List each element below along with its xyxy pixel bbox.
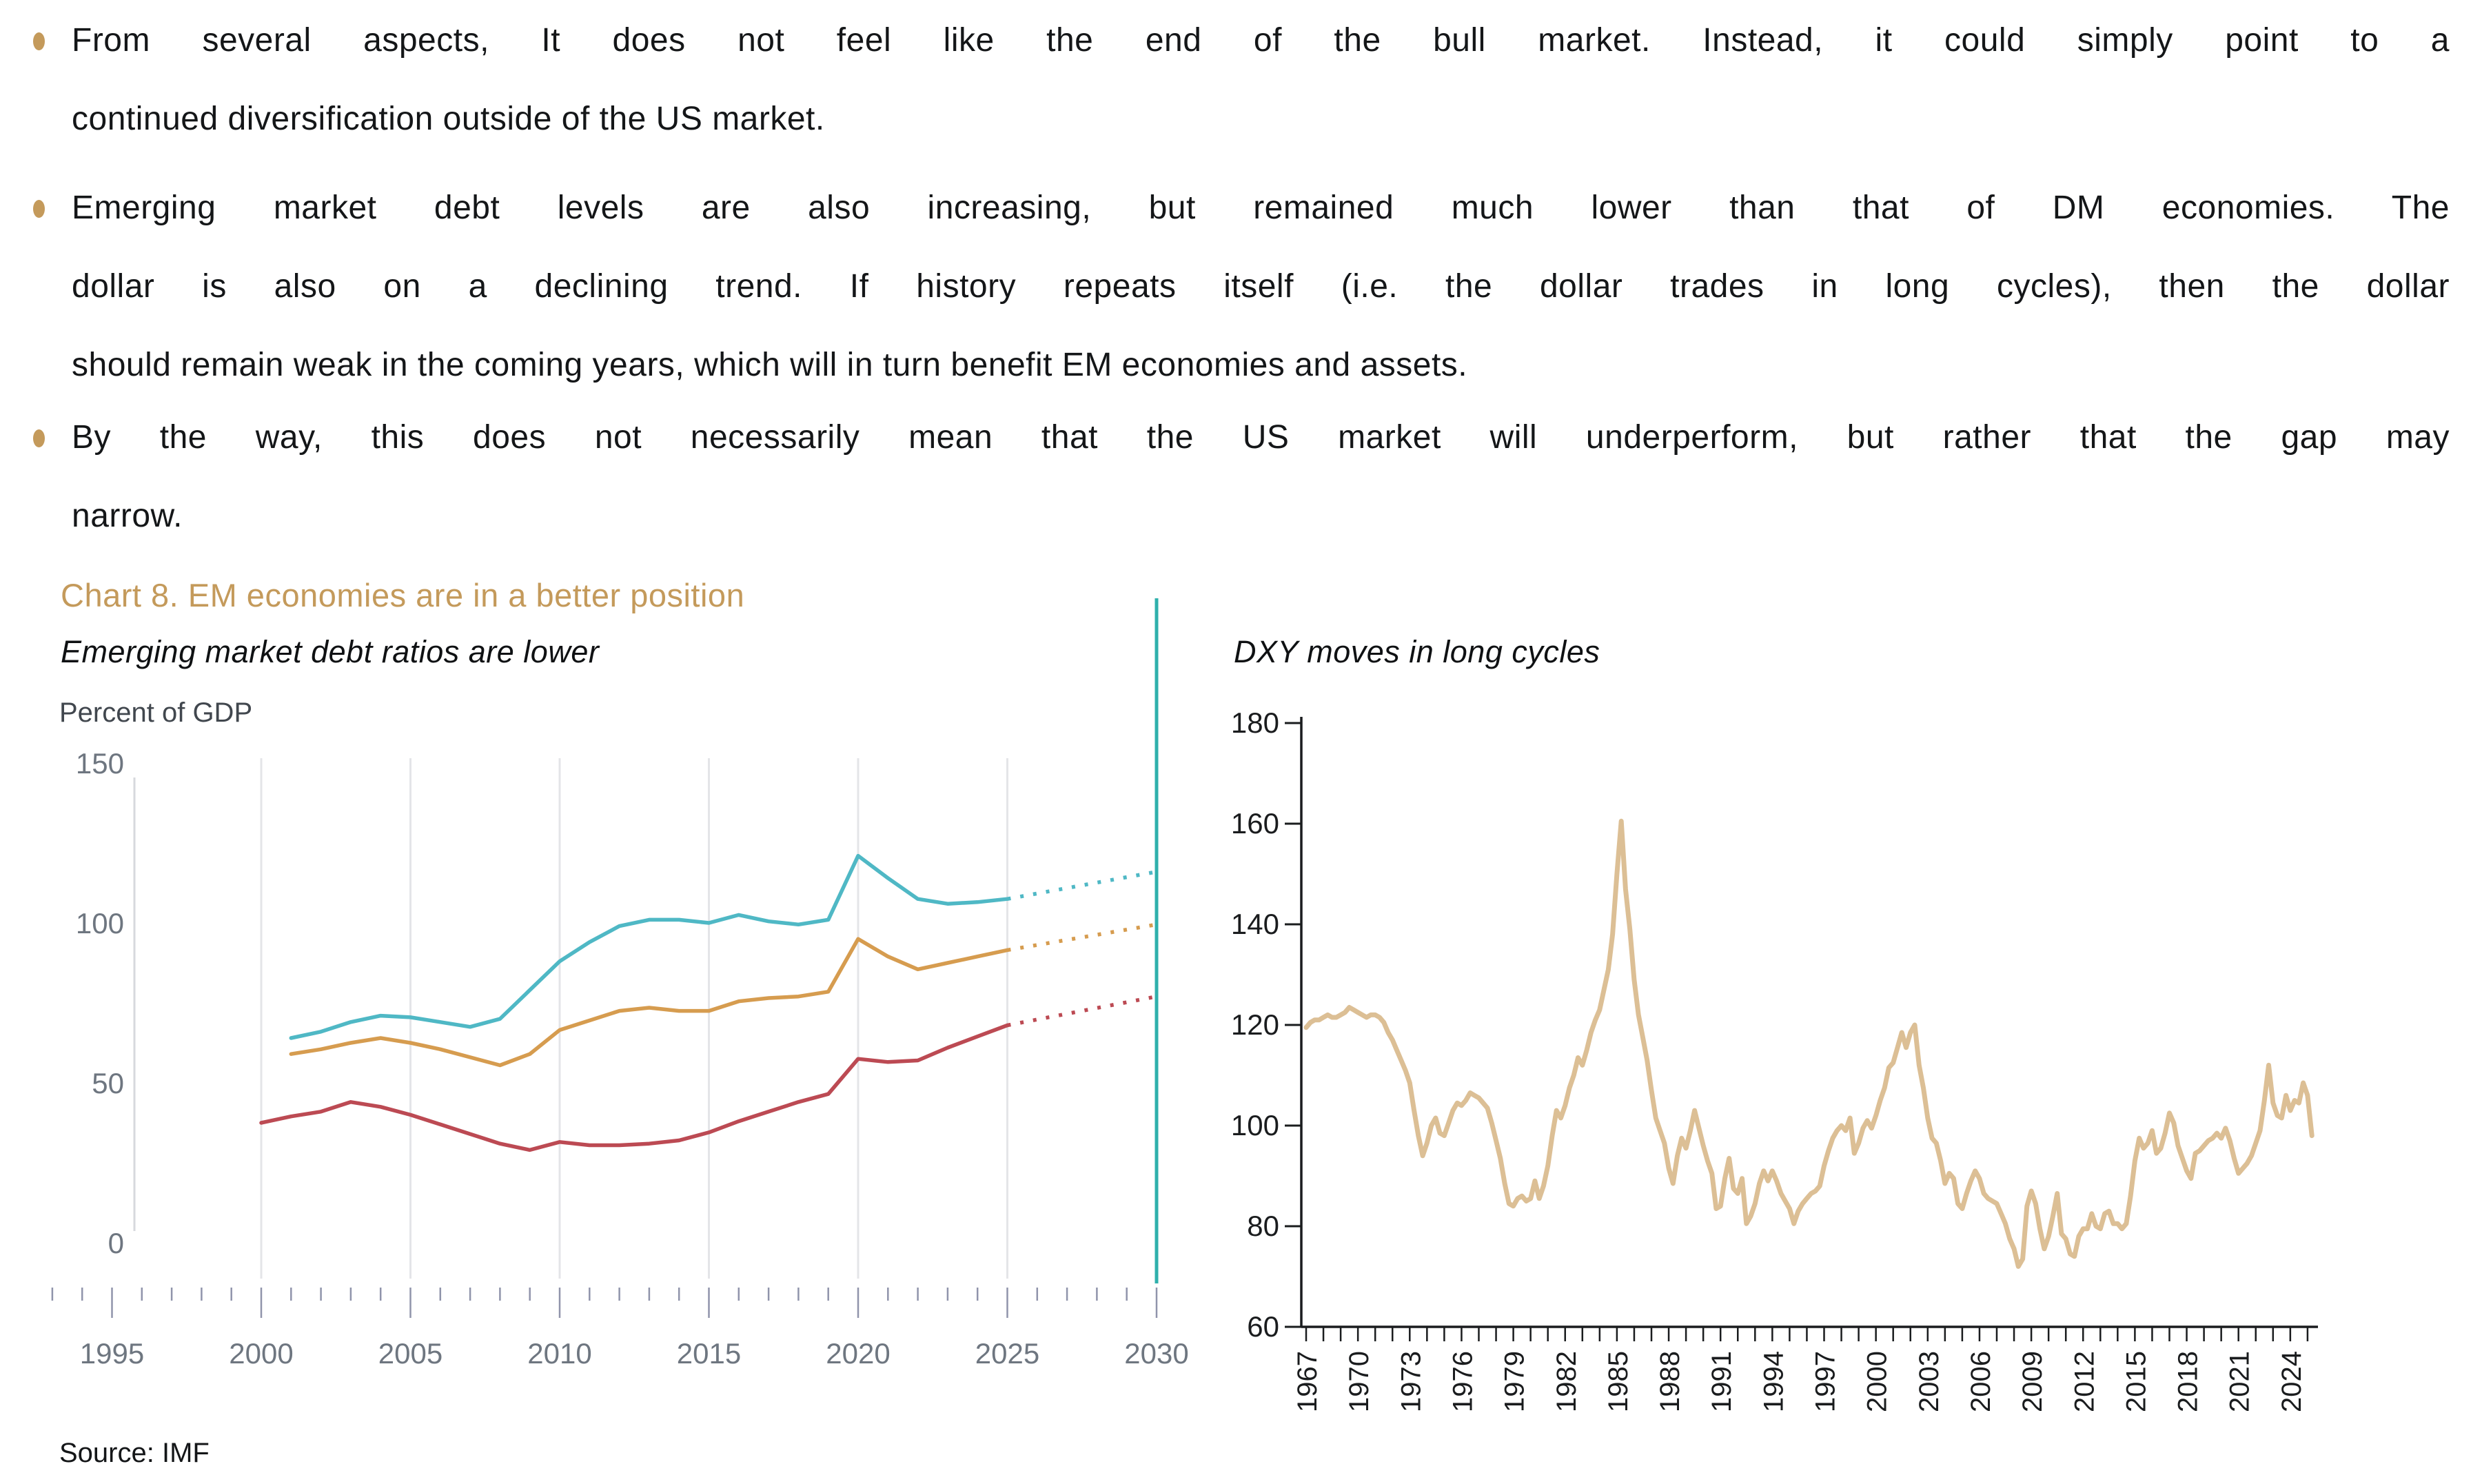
bullet-item: From several aspects, It does not feel l… [26,1,2450,159]
svg-text:150: 150 [76,747,124,780]
dxy-long-cycles-chart: 60 80 100 120 140 160 180 1967 1970 1973 1976 1979 1… [1231,707,2318,1412]
svg-text:2012: 2012 [2069,1351,2099,1412]
svg-text:1988: 1988 [1655,1351,1685,1412]
svg-text:2015: 2015 [2121,1351,2151,1412]
left-chart-y-axis-caption: Percent of GDP [59,698,253,728]
svg-text:2025: 2025 [975,1337,1039,1370]
bullet-line: continued diversification outside of the… [72,101,825,137]
bullet-line: Emerging market debt levels are also inc… [72,190,2450,226]
em-debt-ratio-chart: 0 50 100 150 1995 2000 2005 2010 2015 2020 2025 203… [51,598,1189,1370]
source-note: Source: IMF [59,1438,210,1468]
svg-text:180: 180 [1231,707,1279,739]
svg-text:1970: 1970 [1344,1351,1374,1412]
svg-text:1997: 1997 [1811,1351,1841,1412]
svg-text:1976: 1976 [1447,1351,1478,1412]
svg-text:2015: 2015 [677,1337,741,1370]
svg-text:1973: 1973 [1396,1351,1426,1412]
left-chart-subtitle: Emerging market debt ratios are lower [61,634,600,669]
svg-text:140: 140 [1231,908,1279,940]
svg-text:100: 100 [1231,1109,1279,1141]
svg-text:1982: 1982 [1552,1351,1582,1412]
svg-text:120: 120 [1231,1008,1279,1041]
svg-text:1991: 1991 [1707,1351,1737,1412]
svg-text:2018: 2018 [2173,1351,2204,1412]
bullet-text: By the way, this does not necessarily me… [72,398,2450,556]
svg-text:1994: 1994 [1758,1351,1789,1412]
svg-text:1985: 1985 [1603,1351,1634,1412]
svg-text:60: 60 [1247,1310,1279,1343]
svg-text:2030: 2030 [1124,1337,1188,1370]
svg-text:2006: 2006 [1966,1351,1996,1412]
svg-text:2000: 2000 [1862,1351,1893,1412]
bullet-text: Emerging market debt levels are also inc… [72,169,2450,405]
svg-text:50: 50 [92,1067,124,1099]
bullet-line: narrow. [72,498,183,534]
bullet-line: From several aspects, It does not feel l… [72,22,2450,59]
bullet-line: dollar is also on a declining trend. If … [72,268,2450,305]
bullet-item: By the way, this does not necessarily me… [26,398,2450,556]
svg-text:2010: 2010 [527,1337,591,1370]
right-chart-subtitle: DXY moves in long cycles [1234,634,1600,669]
svg-text:2024: 2024 [2277,1351,2307,1412]
svg-text:80: 80 [1247,1210,1279,1242]
svg-text:100: 100 [76,907,124,939]
svg-text:1967: 1967 [1292,1351,1323,1412]
svg-text:2020: 2020 [826,1337,890,1370]
bullet-text: From several aspects, It does not feel l… [72,1,2450,159]
bullet-line: By the way, this does not necessarily me… [72,419,2450,456]
svg-text:0: 0 [108,1227,124,1259]
bullet-icon [33,32,45,50]
svg-text:2009: 2009 [2017,1351,2048,1412]
svg-text:2003: 2003 [1914,1351,1944,1412]
chart-section-title: Chart 8. EM economies are in a better po… [61,577,745,613]
svg-text:1995: 1995 [80,1337,144,1370]
svg-text:2005: 2005 [378,1337,443,1370]
svg-text:160: 160 [1231,807,1279,840]
bullet-line: should remain weak in the coming years, … [72,347,1468,383]
bullet-item: Emerging market debt levels are also inc… [26,169,2450,405]
svg-text:1979: 1979 [1500,1351,1530,1412]
bullet-icon [33,200,45,218]
svg-text:2000: 2000 [229,1337,293,1370]
bullet-icon [33,429,45,447]
svg-text:2021: 2021 [2225,1351,2255,1412]
